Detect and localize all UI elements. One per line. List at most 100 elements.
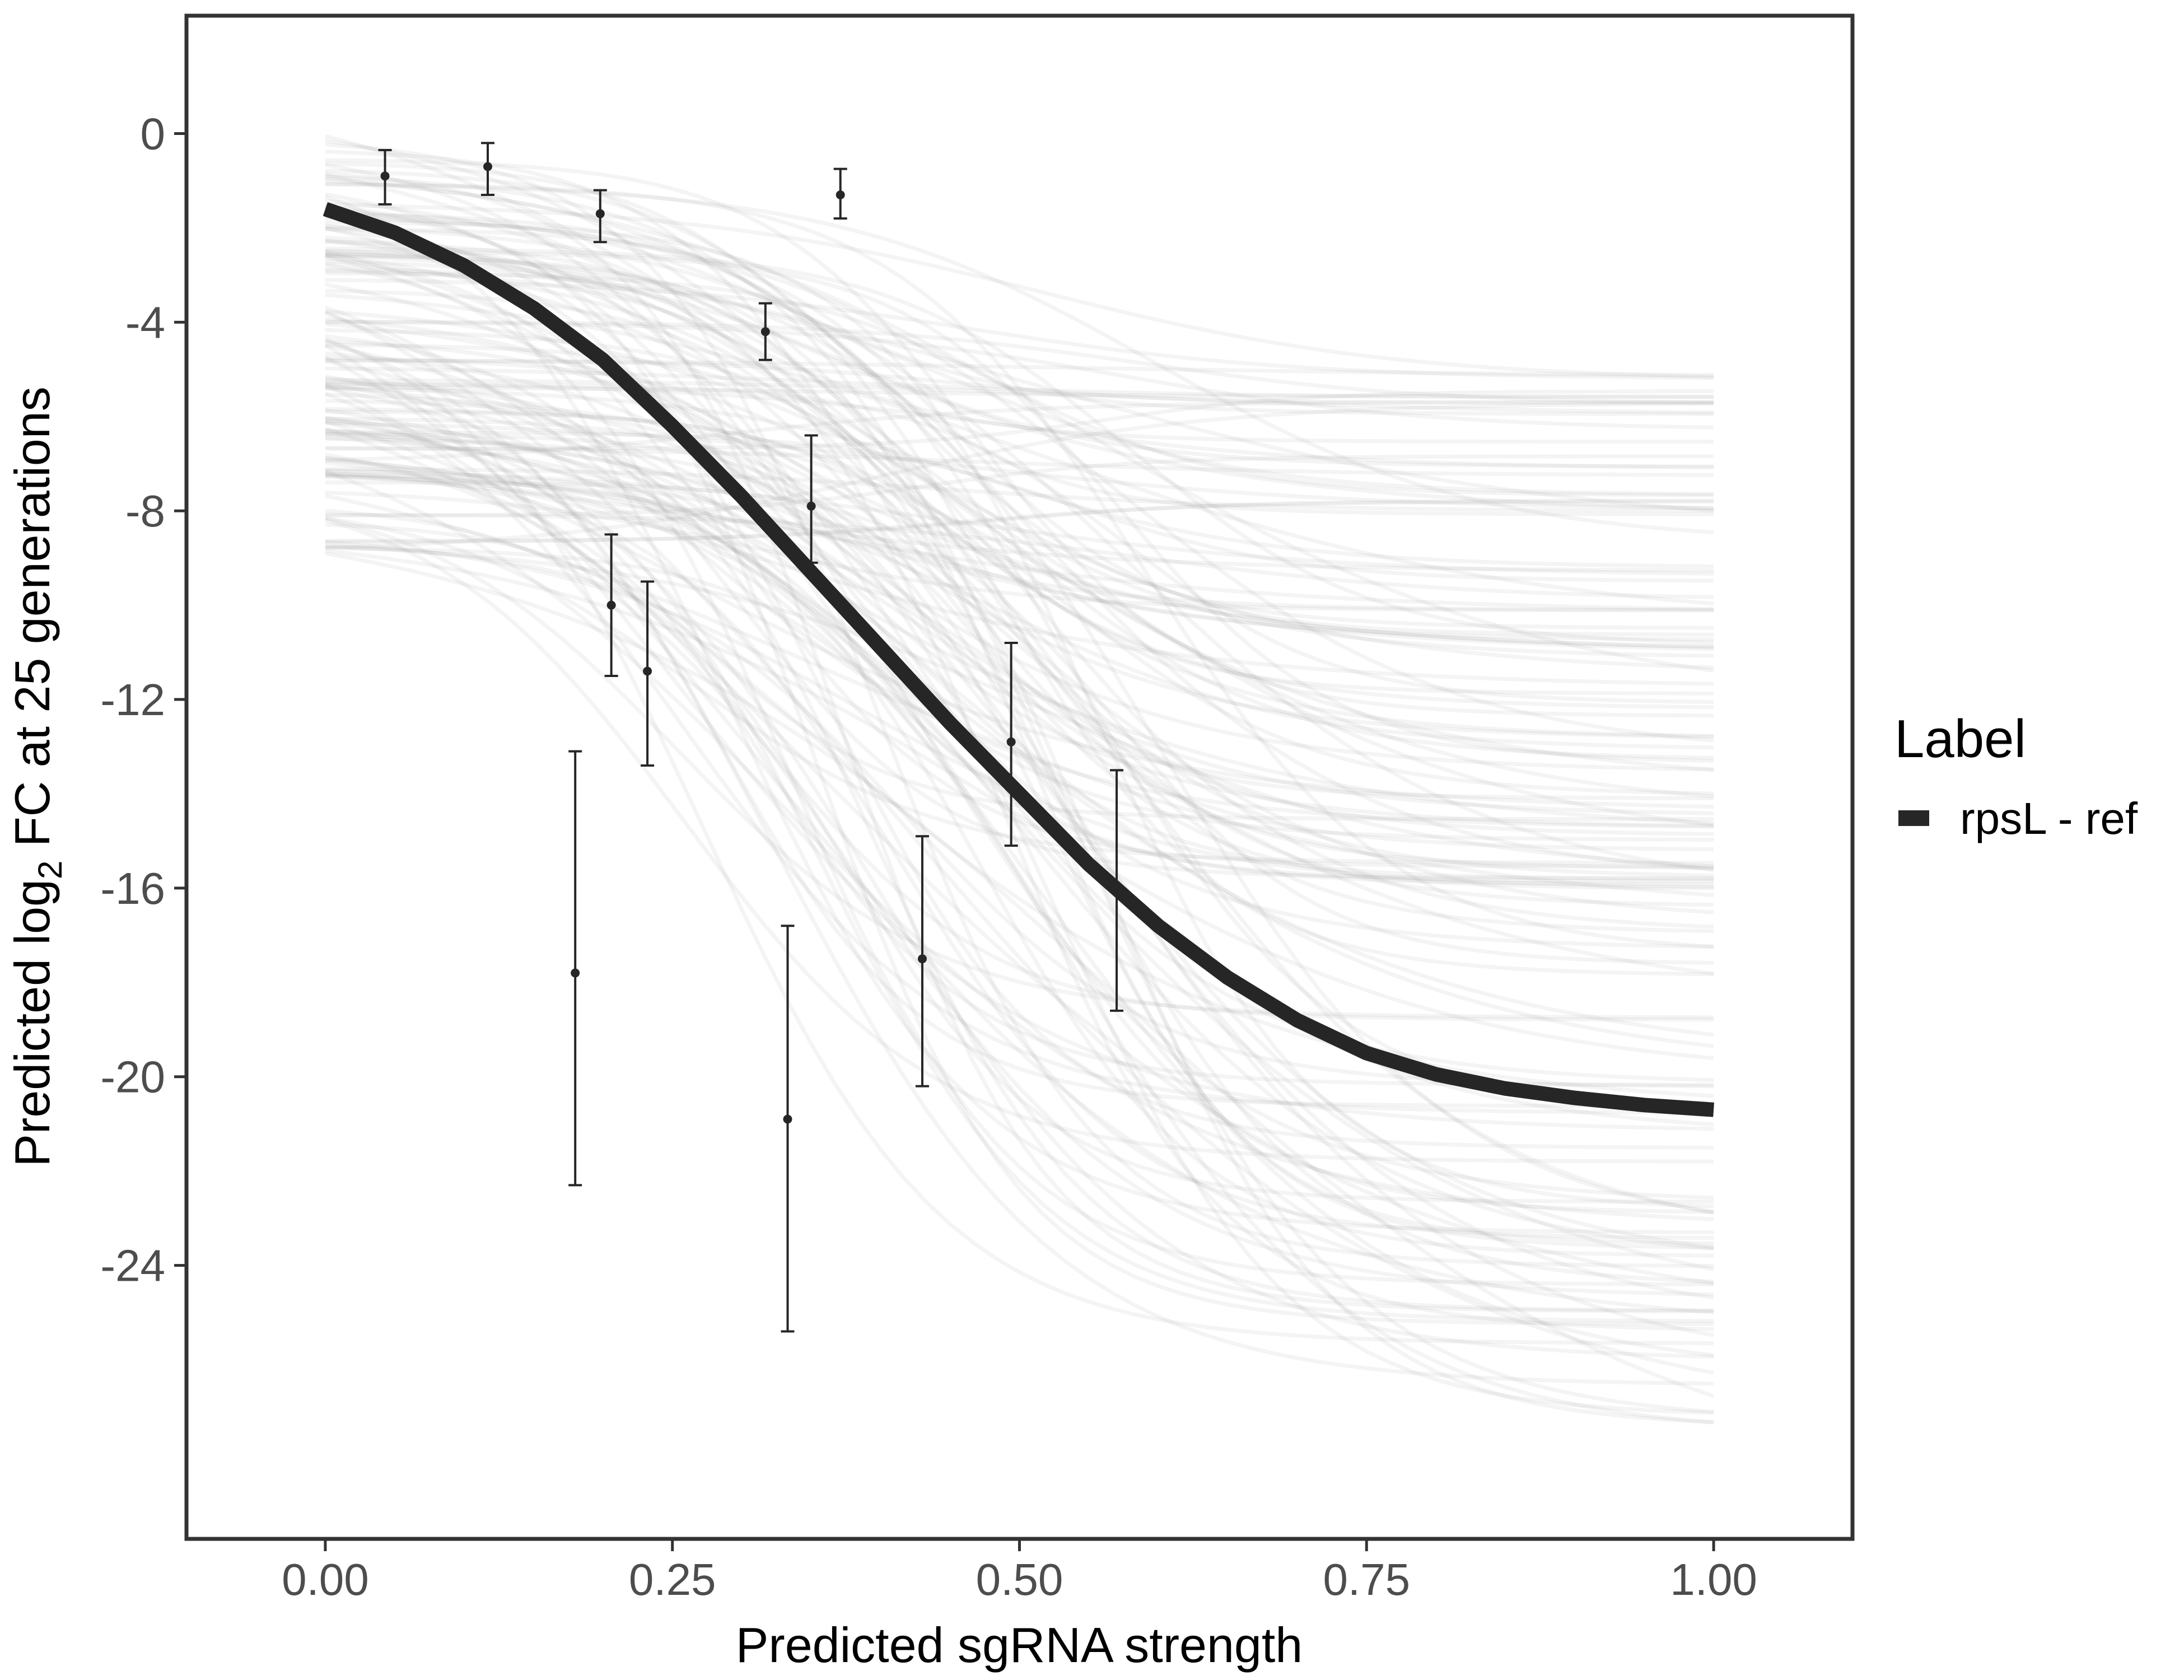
error-point — [833, 167, 847, 220]
posterior-draw-curve — [325, 512, 1714, 599]
posterior-draw-curve — [325, 473, 1714, 572]
posterior-draw-curve — [325, 220, 1714, 1208]
posterior-draw-curve — [325, 382, 1714, 976]
posterior-draw-curve — [324, 311, 1714, 825]
posterior-draw-curve — [325, 500, 1714, 544]
posterior-draw-curve — [325, 204, 1714, 1326]
posterior-draw-curve — [325, 235, 1714, 738]
posterior-draw-curve — [325, 316, 1714, 1300]
data-point — [571, 968, 580, 978]
fit-curve-layer — [323, 202, 1714, 1117]
posterior-draw-curve — [325, 416, 1714, 1359]
data-point — [380, 171, 390, 181]
posterior-draw-curve — [324, 518, 1714, 1164]
posterior-draw-curve — [325, 408, 1714, 651]
posterior-draw-curve — [325, 460, 1714, 822]
y-axis-title-subscript: 2 — [31, 861, 69, 879]
error-point — [480, 142, 494, 196]
posterior-draw-curve — [325, 227, 1714, 637]
x-tick-label: 0.00 — [282, 1555, 369, 1604]
x-tick-label: 0.50 — [976, 1555, 1063, 1604]
posterior-draw-curve — [324, 339, 1714, 1386]
data-point — [595, 209, 605, 218]
y-tick-label: -12 — [100, 675, 165, 725]
posterior-draw-curve — [324, 469, 1714, 1221]
data-point — [806, 501, 816, 511]
posterior-draw-curve — [325, 548, 1714, 1061]
posterior-draw-curve — [325, 468, 1714, 576]
x-axis: 0.00 0.25 0.50 0.75 1.00 — [282, 1539, 1757, 1604]
posterior-draw-curve — [325, 428, 1714, 1357]
posterior-draw-curve — [325, 393, 1714, 799]
posterior-draw-curve — [325, 399, 1714, 1415]
posterior-draw-curve — [325, 402, 1714, 550]
posterior-draw-curve — [324, 382, 1714, 1286]
posterior-draw-curve — [324, 134, 1714, 772]
posterior-draw-curve — [325, 436, 1714, 1425]
posterior-draw-curve — [325, 407, 1714, 796]
posterior-draw-curve — [325, 182, 1714, 535]
posterior-draw-curve — [325, 379, 1714, 1313]
x-tick-label: 1.00 — [1670, 1555, 1757, 1604]
posterior-draw-curve — [325, 418, 1714, 842]
posterior-draw-curve — [325, 262, 1714, 1215]
posterior-draw-curve — [325, 551, 1715, 1398]
y-tick-label: 0 — [141, 109, 166, 159]
posterior-draw-curve — [325, 158, 1714, 718]
y-tick-label: -4 — [125, 297, 165, 347]
posterior-draw-curve — [325, 182, 1714, 949]
posterior-draw-curve — [325, 249, 1714, 649]
posterior-draw-curve — [325, 386, 1714, 568]
posterior-draw-curve — [325, 376, 1714, 739]
posterior-draw-curve — [325, 455, 1714, 686]
posterior-draw-curve — [325, 356, 1714, 907]
posterior-draw-curve — [324, 392, 1714, 1115]
posterior-draw-curve — [324, 426, 1714, 1098]
posterior-draw-curve — [325, 436, 1714, 878]
error-point — [593, 189, 607, 244]
posterior-draw-curve — [325, 417, 1714, 890]
posterior-draw-curve — [324, 309, 1714, 1375]
posterior-draw-curve — [324, 419, 1714, 809]
posterior-draw-curve — [325, 374, 1714, 1108]
posterior-draw-curve — [325, 416, 1714, 1323]
data-point — [483, 162, 492, 171]
posterior-draw-curve — [325, 248, 1714, 444]
error-point — [915, 835, 929, 1088]
y-axis-title-suffix: FC at 25 generations — [4, 386, 60, 860]
posterior-draw-curve — [325, 224, 1714, 872]
data-point — [643, 666, 652, 676]
posterior-draw-curve — [325, 498, 1714, 543]
posterior-draw-curve — [325, 175, 1714, 1414]
data-point — [1006, 737, 1016, 746]
posterior-draw-curve — [325, 516, 1714, 865]
posterior-draw-curve — [325, 516, 1714, 1020]
posterior-draw-curve — [325, 428, 1714, 642]
posterior-draw-curve — [325, 278, 1714, 380]
posterior-draw-curve — [325, 212, 1714, 976]
error-point — [568, 750, 582, 1187]
posterior-draw-curve — [325, 343, 1714, 1048]
data-point — [917, 954, 927, 964]
posterior-draw-curve — [325, 385, 1714, 399]
posterior-draw-curve — [325, 378, 1714, 415]
posterior-draw-curve — [325, 421, 1714, 510]
posterior-draw-curve — [325, 203, 1714, 379]
posterior-draw-curve — [325, 544, 1714, 869]
error-point — [604, 533, 618, 677]
posterior-draw-curve — [325, 179, 1714, 871]
posterior-draw-curve — [325, 471, 1714, 1240]
posterior-draw-curve — [325, 430, 1714, 583]
posterior-draw-curve — [325, 161, 1714, 516]
posterior-draw-curve — [325, 267, 1714, 496]
posterior-draw-curve — [325, 288, 1714, 870]
posterior-draw-curve — [325, 227, 1714, 1337]
error-point — [804, 434, 818, 564]
y-axis-title: Predicted log2 FC at 25 generations — [4, 386, 69, 1166]
y-axis-title-prefix: Predicted log — [4, 879, 60, 1167]
x-axis-title: Predicted sgRNA strength — [736, 1617, 1303, 1673]
posterior-draw-curve — [325, 480, 1714, 965]
posterior-draw-curve — [325, 205, 1714, 1082]
